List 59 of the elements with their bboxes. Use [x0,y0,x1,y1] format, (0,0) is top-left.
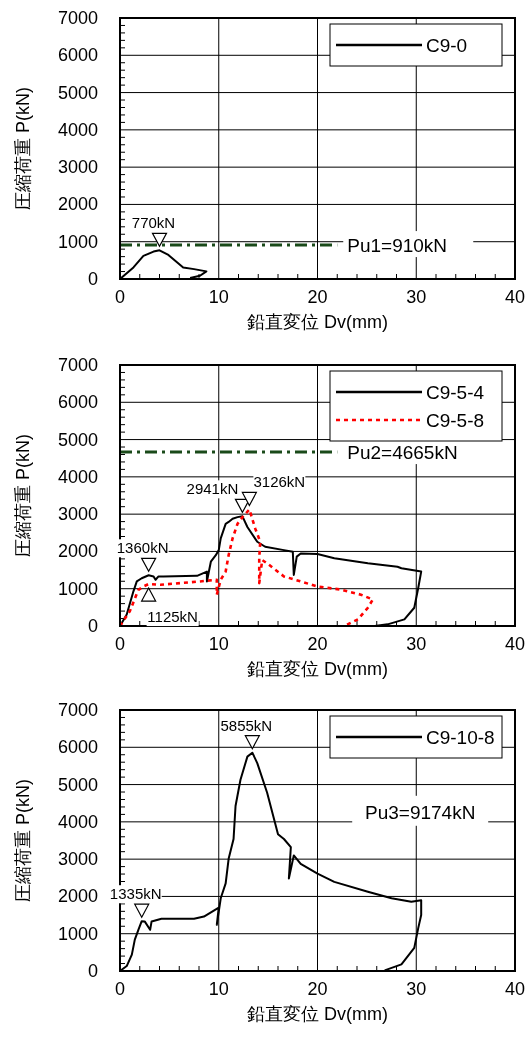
x-axis-title: 鉛直変位 Dv(mm) [247,659,388,679]
annotation: Pu3=9174kN [365,801,476,823]
x-tick-label: 10 [208,979,229,999]
x-tick-label: 0 [114,979,126,999]
annotation: 5855kN [220,716,273,734]
y-tick-label: 6000 [57,45,98,66]
y-tick-label: 3000 [57,157,98,178]
x-tick-label: 10 [208,287,229,307]
y-tick-label: 2000 [57,194,98,215]
y-tick-label: 5000 [57,82,98,103]
legend-label: C9-10-8 [426,727,495,748]
y-tick-label: 1000 [57,578,98,599]
y-tick-label: 4000 [57,466,98,487]
y-tick-label: 0 [87,269,98,289]
y-axis-title: 圧縮荷重 P(kN) [13,779,33,902]
x-axis-title: 鉛直変位 Dv(mm) [247,312,388,332]
x-tick-label: 40 [504,287,525,307]
y-tick-label: 5000 [57,429,98,450]
annotation: 770kN [131,214,176,232]
y-tick-label: 7000 [57,355,98,375]
x-tick-label: 40 [504,979,525,999]
y-tick-label: 2000 [57,886,98,907]
y-tick-label: 3000 [57,504,98,525]
x-tick-label: 40 [504,634,525,654]
ref-line-label: Pu2=4665kN [347,442,458,464]
y-tick-label: 4000 [57,811,98,832]
y-tick-label: 6000 [57,737,98,758]
y-tick-label: 1000 [57,231,98,252]
y-tick-label: 3000 [57,849,98,870]
y-tick-label: 7000 [57,8,98,28]
x-axis-title: 鉛直変位 Dv(mm) [247,1004,388,1024]
x-tick-label: 0 [114,634,126,654]
x-tick-label: 20 [307,979,328,999]
annotation: 1335kN [109,885,162,903]
x-tick-label: 30 [406,287,427,307]
legend-label: C9-5-8 [426,410,485,431]
y-tick-label: 1000 [57,923,98,944]
x-tick-label: 10 [208,634,229,654]
x-tick-label: 20 [307,634,328,654]
x-tick-label: 30 [406,979,427,999]
y-tick-label: 0 [87,961,98,981]
y-tick-label: 2000 [57,541,98,562]
ref-line-label: Pu1=910kN [347,235,448,257]
annotation: 2941kN [186,480,239,498]
x-tick-label: 30 [406,634,427,654]
x-tick-label: 0 [114,287,126,307]
y-tick-label: 5000 [57,774,98,795]
y-tick-label: 0 [87,616,98,636]
y-axis-title: 圧縮荷重 P(kN) [13,434,33,557]
legend-label: C9-5-4 [426,382,485,403]
annotation: 3126kN [253,473,306,491]
y-tick-label: 7000 [57,700,98,720]
x-tick-label: 20 [307,287,328,307]
y-tick-label: 4000 [57,119,98,140]
annotation: 1125kN [147,608,198,626]
legend-label: C9-0 [426,35,468,56]
y-tick-label: 6000 [57,392,98,413]
y-axis-title: 圧縮荷重 P(kN) [13,87,33,210]
annotation: 1360kN [116,539,169,557]
